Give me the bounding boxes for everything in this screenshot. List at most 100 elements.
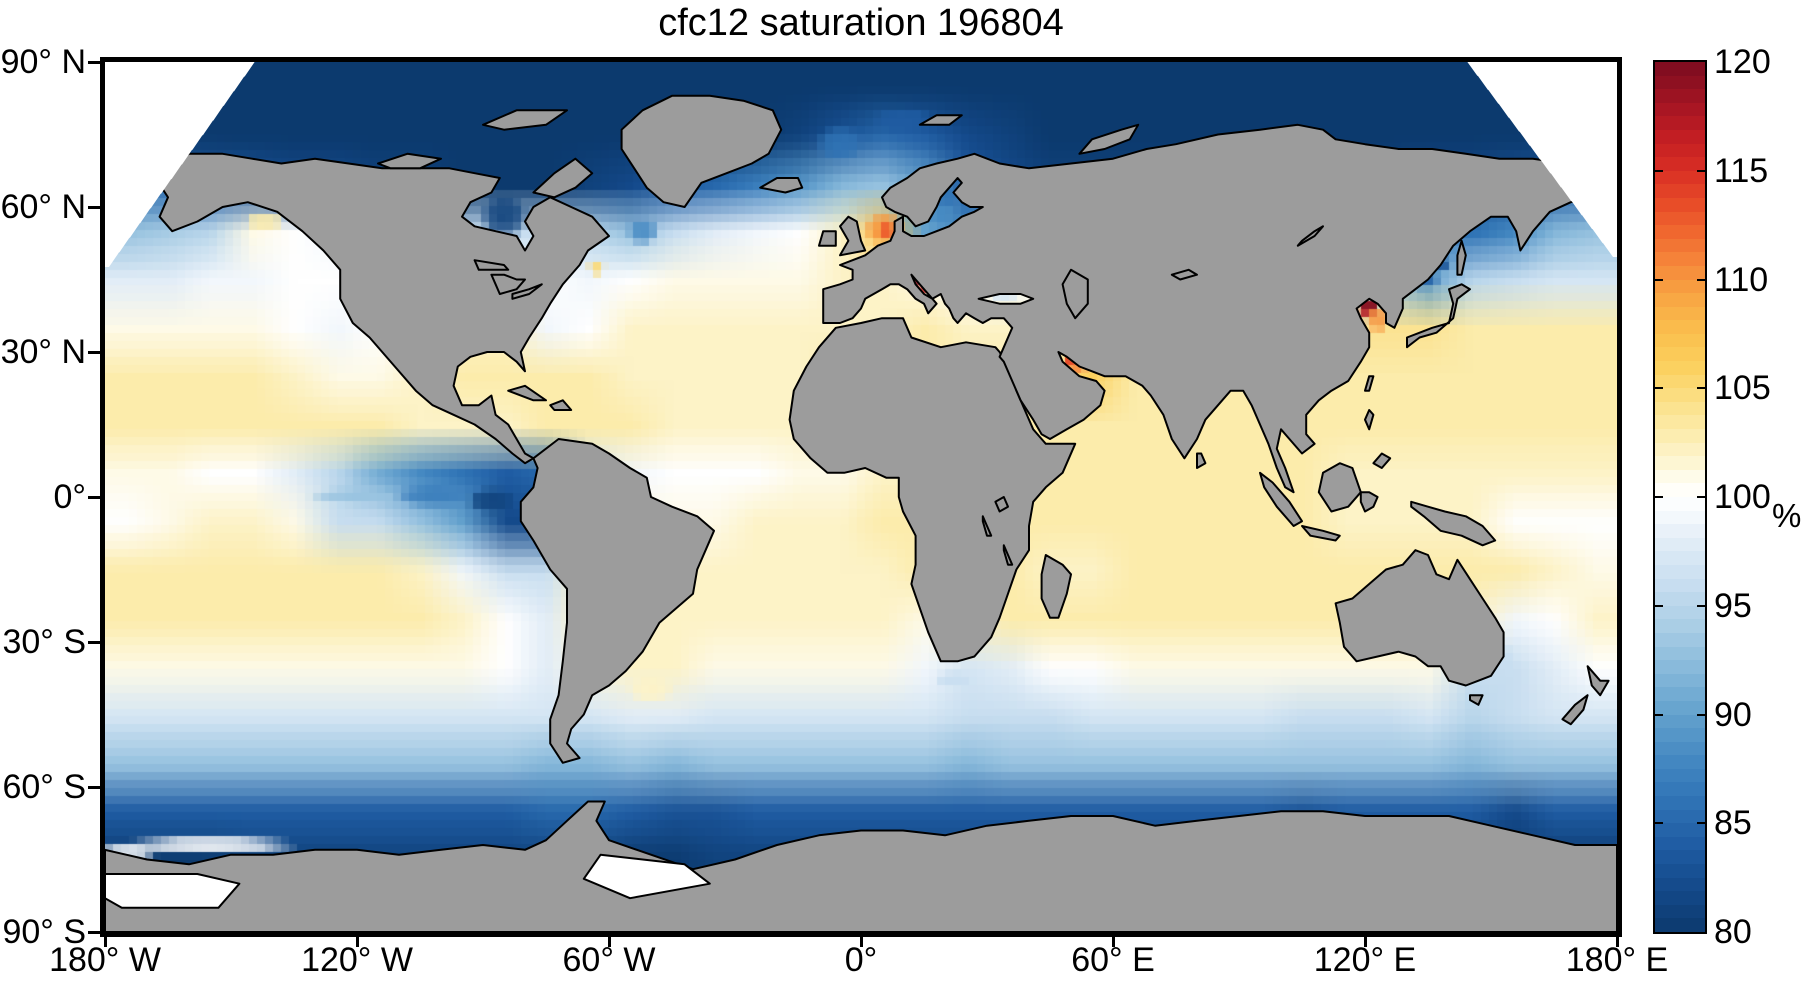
colorbar-band [1655, 483, 1705, 497]
lake-lake-baikal [1296, 225, 1324, 247]
colorbar-band [1655, 129, 1705, 144]
colorbar-tick-mark [1655, 278, 1663, 281]
landmass-new-zealand-north [1586, 665, 1610, 697]
colorbar-tick-label: 100 [1714, 478, 1771, 516]
colorbar-band [1655, 850, 1705, 865]
colorbar-band [1655, 265, 1705, 280]
landmass-victoria-island [377, 152, 442, 170]
colorbar-band [1655, 551, 1705, 565]
lat-tick-mark [88, 60, 100, 64]
lake-lake-superior [473, 259, 510, 271]
lake-caspian-sea [1061, 268, 1089, 320]
colorbar-band [1655, 293, 1705, 307]
colorbar [1655, 62, 1705, 932]
colorbar-band [1655, 306, 1705, 321]
landmass-java [1301, 525, 1341, 542]
colorbar-tick-mark [1655, 387, 1663, 390]
colorbar-band [1655, 796, 1705, 810]
lon-tick-label: 180° E [1565, 941, 1669, 979]
colorbar-band [1655, 673, 1705, 688]
colorbar-band [1655, 102, 1705, 117]
landmass-iceland [759, 177, 804, 194]
colorbar-band [1655, 836, 1705, 851]
lat-tick-mark [88, 785, 100, 789]
colorbar-band [1655, 809, 1705, 824]
colorbar-band [1655, 605, 1705, 620]
lon-tick-label: 60° E [1071, 941, 1155, 979]
landmass-cuba [507, 384, 547, 402]
colorbar-band [1655, 401, 1705, 416]
colorbar-band [1655, 456, 1705, 470]
lon-tick-label: 120° E [1313, 941, 1417, 979]
no-data-wedge-top-left [105, 62, 255, 267]
colorbar-band [1655, 714, 1705, 729]
colorbar-band [1655, 415, 1705, 430]
ice-shelf-ross-ice-shelf [105, 873, 241, 909]
lat-tick-mark [88, 640, 100, 644]
landmass-ellesmere [482, 109, 568, 131]
lake-lake-malawi [1002, 544, 1014, 566]
colorbar-band [1655, 429, 1705, 443]
colorbar-band [1655, 333, 1705, 348]
colorbar-band [1655, 510, 1705, 525]
world-map-overlay [105, 62, 1617, 932]
colorbar-tick-label: 105 [1714, 369, 1771, 408]
landmass-hispaniola [549, 399, 573, 411]
lon-tick-mark [1111, 937, 1115, 947]
colorbar-band [1655, 75, 1705, 90]
landmass-borneo [1317, 462, 1362, 513]
no-data-wedge-top-right [1467, 62, 1617, 257]
colorbar-band [1655, 279, 1705, 294]
colorbar-tick-label: 95 [1714, 586, 1752, 625]
colorbar-tick-label: 110 [1714, 260, 1769, 299]
lake-lake-balkhash [1170, 268, 1198, 281]
colorbar-band [1655, 497, 1705, 511]
landmass-africa [788, 317, 1077, 663]
colorbar-band [1655, 619, 1705, 633]
colorbar-tick-mark [1655, 496, 1663, 498]
colorbar-tick-mark [1697, 713, 1705, 716]
colorbar-band [1655, 89, 1705, 103]
landmass-eurasia [822, 123, 1617, 494]
colorbar-tick-mark [1697, 496, 1705, 498]
colorbar-band [1655, 700, 1705, 715]
colorbar-band [1655, 361, 1705, 375]
colorbar-band [1655, 252, 1705, 266]
colorbar-band [1655, 864, 1705, 878]
landmass-ireland [818, 230, 837, 247]
colorbar-band [1655, 225, 1705, 239]
colorbar-band [1655, 918, 1705, 932]
landmass-japan [1406, 283, 1471, 349]
colorbar-unit-label: % [1772, 497, 1802, 534]
landmass-tasmania [1469, 694, 1484, 706]
lon-tick-mark [859, 937, 863, 947]
landmass-new-guinea [1410, 500, 1497, 547]
colorbar-band [1655, 564, 1705, 579]
colorbar-band [1655, 116, 1705, 130]
landmass-baffin [532, 157, 594, 199]
lat-tick-mark [88, 205, 100, 209]
lon-tick-mark [355, 937, 359, 947]
colorbar-band [1655, 320, 1705, 334]
landmass-taiwan [1364, 375, 1375, 392]
colorbar-band [1655, 62, 1705, 76]
colorbar-tick-mark [1697, 169, 1705, 172]
landmass-antarctica [105, 800, 1617, 932]
colorbar-band [1655, 184, 1705, 198]
lat-tick-label: 30° S [2, 623, 86, 661]
lat-tick-label: 90° S [2, 913, 86, 951]
landmass-novaya-zemlya [1078, 123, 1140, 155]
landmass-sri-lanka [1196, 452, 1207, 469]
lat-tick-mark [88, 495, 100, 499]
colorbar-band [1655, 728, 1705, 742]
lon-tick-mark [103, 937, 107, 947]
lake-lake-victoria [994, 496, 1009, 513]
colorbar-band [1655, 442, 1705, 457]
colorbar-tick-mark [1697, 278, 1705, 281]
colorbar-band [1655, 374, 1705, 389]
colorbar-tick-mark [1655, 604, 1663, 607]
colorbar-band [1655, 238, 1705, 253]
colorbar-tick-mark [1655, 169, 1663, 172]
landmass-svalbard [918, 114, 963, 126]
lon-tick-label: 0° [844, 941, 878, 979]
